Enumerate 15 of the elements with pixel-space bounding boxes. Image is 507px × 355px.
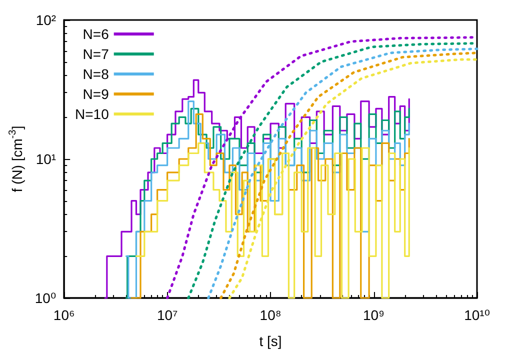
legend-label: N=10 [75, 106, 110, 122]
legend-label: N=9 [82, 86, 110, 102]
y-axis-title: f (N) [cm-3] [8, 126, 25, 192]
x-tick-label: 10⁸ [260, 307, 282, 323]
x-tick-label: 10⁶ [53, 307, 75, 323]
y-tick-label: 10¹ [36, 151, 56, 167]
x-axis-title: t [s] [259, 333, 282, 349]
legend-label: N=7 [82, 46, 110, 62]
x-tick-label: 10⁷ [156, 307, 178, 323]
y-tick-label: 10⁰ [34, 290, 56, 306]
x-tick-label: 10⁹ [362, 307, 385, 323]
y-tick-label: 10² [36, 12, 56, 28]
legend-label: N=6 [82, 26, 110, 42]
x-tick-label: 10¹⁰ [464, 307, 490, 323]
legend-label: N=8 [82, 66, 110, 82]
